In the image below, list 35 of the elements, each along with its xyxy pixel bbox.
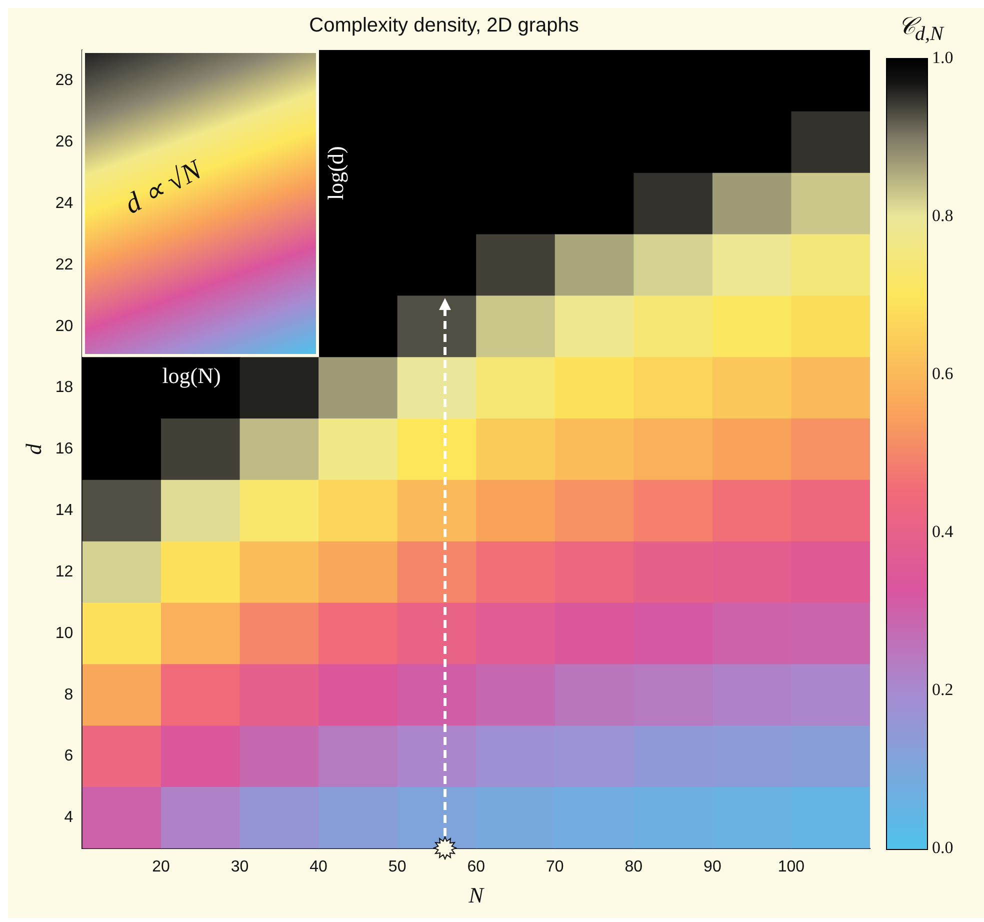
color-bar-label: 0.8 (932, 206, 954, 226)
x-tick-label: 50 (388, 858, 406, 876)
annotation: log(N) (162, 363, 221, 390)
y-tick-label: 10 (55, 624, 74, 642)
y-tick-label: 8 (64, 686, 74, 704)
y-tick-label: 28 (55, 72, 74, 90)
x-tick-label: 40 (310, 858, 328, 876)
y-tick-label: 12 (55, 563, 74, 580)
y-tick-label: 6 (64, 748, 74, 765)
y-tick-label: 20 (55, 318, 74, 335)
x-tick-label: 30 (230, 858, 249, 876)
annotation: log(d) (322, 146, 349, 200)
x-tick-label: 20 (152, 858, 170, 876)
x-tick-label: 60 (467, 858, 486, 876)
color-bar-label: 0.0 (932, 838, 954, 858)
x-axis-title: N (468, 882, 485, 908)
x-tick-label: 90 (704, 858, 722, 876)
y-tick-label: 24 (55, 194, 74, 212)
color-bar-label: 0.2 (932, 680, 954, 700)
color-bar-label: 0.4 (932, 522, 954, 542)
y-tick-label: 26 (55, 134, 74, 151)
y-axis-title: d (20, 442, 46, 455)
y-tick-label: 16 (55, 440, 74, 458)
color-bar-label: 1.0 (932, 48, 954, 68)
annotation: d ∝ √N (119, 154, 208, 222)
color-bar-label: 0.6 (932, 364, 954, 384)
color-bar-title: 𝒞$_{d,N}$ (898, 14, 944, 46)
chart-title: Complexity density, 2D graphs (309, 14, 579, 37)
y-tick-label: 18 (55, 379, 74, 396)
x-tick-label: 70 (546, 858, 564, 876)
x-tick-label: 100 (778, 858, 805, 876)
y-tick-label: 14 (55, 502, 74, 520)
y-tick-label: 22 (55, 256, 74, 274)
x-tick-label: 80 (624, 858, 643, 876)
y-tick-label: 4 (64, 809, 74, 826)
